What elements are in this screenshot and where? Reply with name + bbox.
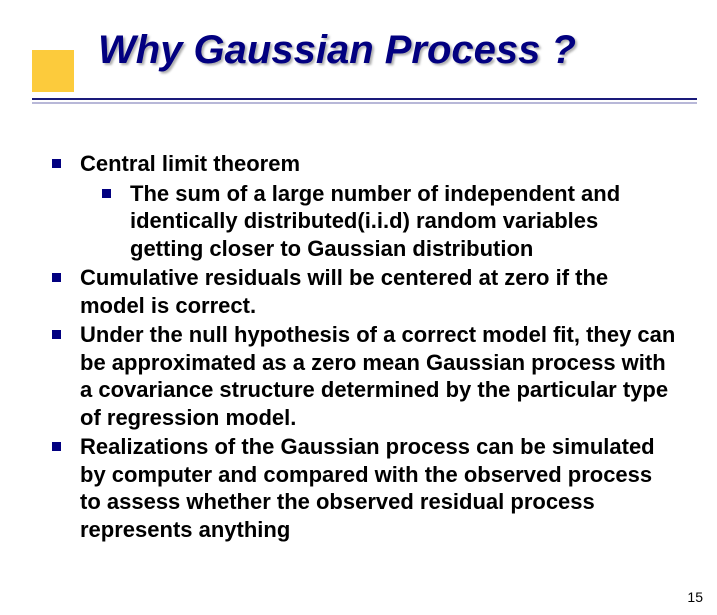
list-item-text: Under the null hypothesis of a correct m… bbox=[80, 321, 677, 431]
list-item: Central limit theorem bbox=[52, 150, 677, 178]
list-item-text: Realizations of the Gaussian process can… bbox=[80, 433, 677, 543]
sub-list-item: The sum of a large number of independent… bbox=[102, 180, 677, 263]
list-item-text: Central limit theorem bbox=[80, 150, 677, 178]
page-number: 15 bbox=[687, 589, 703, 605]
bullet-icon bbox=[52, 150, 80, 178]
list-item: Cumulative residuals will be centered at… bbox=[52, 264, 677, 319]
title-underline bbox=[32, 98, 697, 104]
slide-title: Why Gaussian Process ? bbox=[98, 28, 717, 73]
list-item-text: Cumulative residuals will be centered at… bbox=[80, 264, 677, 319]
list-item: Realizations of the Gaussian process can… bbox=[52, 433, 677, 543]
title-accent-square bbox=[32, 50, 74, 92]
bullet-icon bbox=[52, 321, 80, 431]
bullet-icon bbox=[52, 264, 80, 319]
list-item: Under the null hypothesis of a correct m… bbox=[52, 321, 677, 431]
slide-body: Central limit theorem The sum of a large… bbox=[52, 150, 677, 545]
slide-title-area: Why Gaussian Process ? bbox=[0, 0, 717, 73]
sub-list-item-text: The sum of a large number of independent… bbox=[130, 180, 677, 263]
bullet-icon bbox=[102, 180, 130, 263]
bullet-icon bbox=[52, 433, 80, 543]
